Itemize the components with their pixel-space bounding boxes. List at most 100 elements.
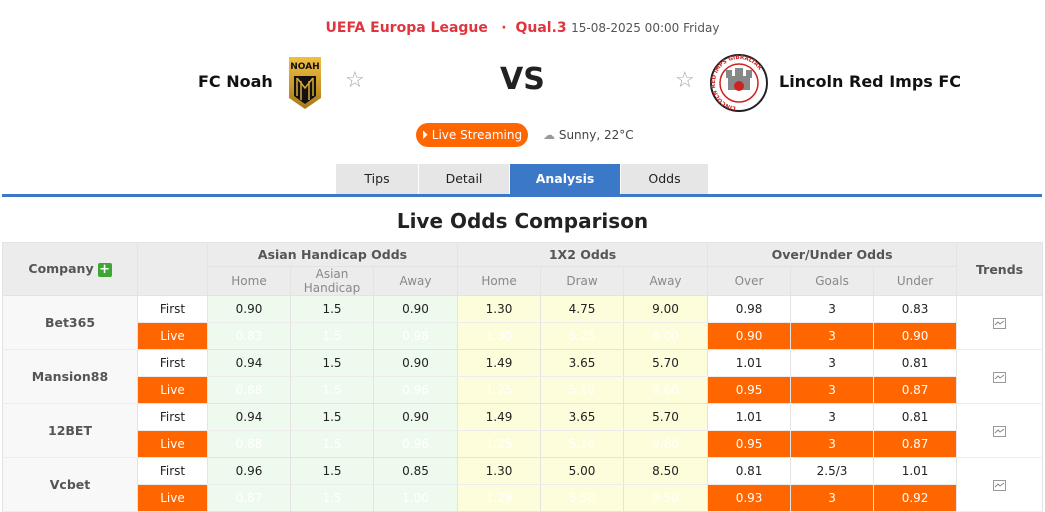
odds-cell: 5.10: [540, 376, 625, 404]
odds-cell: 0.96: [372, 430, 459, 458]
subheader-away: Away: [372, 266, 459, 296]
1x2-header: 1X2 Odds: [457, 242, 709, 267]
tab-analysis[interactable]: Analysis: [510, 164, 620, 194]
odds-cell: 0.98: [372, 322, 459, 350]
subheader-home: Home: [457, 266, 542, 296]
odds-cell: 1.5: [290, 295, 374, 323]
home-team-name[interactable]: FC Noah: [198, 72, 273, 91]
trends-cell[interactable]: [956, 403, 1044, 458]
odds-cell: 0.83: [207, 322, 291, 350]
match-datetime: 15-08-2025 00:00 Friday: [571, 21, 720, 35]
trend-chart-icon[interactable]: [993, 479, 1007, 491]
trends-cell[interactable]: [956, 457, 1044, 512]
vs-label: VS: [500, 62, 545, 97]
home-team-logo: NOAH: [288, 56, 322, 113]
trend-chart-icon[interactable]: [993, 371, 1007, 383]
odds-cell: 1.30: [457, 322, 542, 350]
trend-chart-icon[interactable]: [993, 317, 1007, 329]
odds-cell: 0.95: [707, 376, 792, 404]
odds-cell: 1.5: [290, 322, 374, 350]
odds-type: Live: [137, 484, 208, 512]
odds-cell: 0.95: [707, 430, 792, 458]
table-row: Live 0.83 1.5 0.98 1.30 5.25 8.00 0.90 3 0.90: [2, 322, 1043, 350]
odds-cell: 1.30: [457, 457, 542, 485]
odds-cell: 1.5: [290, 349, 374, 377]
subheader-draw: Draw: [540, 266, 625, 296]
odds-cell: 0.98: [707, 295, 792, 323]
tab-tips[interactable]: Tips: [336, 164, 418, 194]
company-name[interactable]: Bet365: [2, 295, 138, 350]
company-name[interactable]: Mansion88: [2, 349, 138, 404]
favorite-home-star-icon[interactable]: ☆: [345, 68, 365, 93]
live-streaming-button[interactable]: ⏵ Live Streaming: [416, 123, 528, 147]
odds-cell: 1.25: [457, 376, 542, 404]
play-icon: ⏵: [421, 128, 428, 142]
odds-cell: 1.49: [457, 349, 542, 377]
odds-cell: 0.81: [707, 457, 792, 485]
odds-cell: 0.87: [873, 376, 958, 404]
match-league-line: UEFA Europa League · Qual.3 15-08-2025 0…: [0, 20, 1045, 36]
odds-cell: 8.50: [623, 457, 709, 485]
favorite-away-star-icon[interactable]: ☆: [675, 68, 695, 93]
trend-chart-icon[interactable]: [993, 425, 1007, 437]
company-label: Company: [28, 261, 94, 277]
table-row: Live 0.88 1.5 0.96 1.25 5.10 9.60 0.95 3 0.87: [2, 376, 1043, 404]
odds-cell: 3.65: [540, 403, 625, 431]
away-team-logo: LINCOLN RED IMPS GIBRALTAR: [709, 53, 769, 116]
table-row: Live 0.87 1.5 1.00 1.29 5.50 9.50 0.93 3 0.92: [2, 484, 1043, 512]
odds-cell: 0.90: [873, 322, 958, 350]
tab-odds[interactable]: Odds: [621, 164, 708, 194]
odds-type: First: [137, 403, 208, 431]
company-name[interactable]: 12BET: [2, 403, 138, 458]
weather-cloud-sun-icon: ☁: [543, 128, 555, 142]
odds-cell: 3.65: [540, 349, 625, 377]
away-team-name[interactable]: Lincoln Red Imps FC: [779, 72, 962, 91]
trends-header: Trends: [956, 242, 1044, 296]
subheader-home: Home: [207, 266, 291, 296]
odds-cell: 1.5: [290, 403, 374, 431]
table-row: Live 0.88 1.5 0.96 1.25 5.10 9.60 0.95 3 0.87: [2, 430, 1043, 458]
odds-cell: 8.00: [623, 322, 709, 350]
odds-cell: 3: [790, 403, 875, 431]
odds-cell: 0.94: [207, 403, 291, 431]
type-header: [137, 242, 208, 296]
odds-cell: 5.25: [540, 322, 625, 350]
odds-cell: 3: [790, 322, 875, 350]
odds-cell: 0.81: [873, 403, 958, 431]
odds-cell: 0.93: [707, 484, 792, 512]
odds-cell: 3: [790, 376, 875, 404]
round: Qual.3: [515, 20, 567, 36]
odds-type: Live: [137, 376, 208, 404]
tab-bar-divider: [2, 194, 1042, 197]
odds-cell: 2.5/3: [790, 457, 875, 485]
company-name[interactable]: Vcbet: [2, 457, 138, 512]
odds-cell: 0.94: [207, 349, 291, 377]
odds-cell: 0.88: [207, 376, 291, 404]
odds-cell: 0.92: [873, 484, 958, 512]
separator: ·: [501, 20, 507, 36]
live-streaming-label: Live Streaming: [431, 128, 523, 142]
odds-cell: 0.90: [372, 295, 459, 323]
odds-cell: 5.70: [623, 349, 709, 377]
odds-cell: 1.01: [707, 349, 792, 377]
odds-cell: 0.83: [873, 295, 958, 323]
subheader-under: Under: [873, 266, 958, 296]
odds-type: Live: [137, 322, 208, 350]
add-company-plus-icon[interactable]: +: [97, 261, 112, 277]
odds-cell: 5.70: [623, 403, 709, 431]
odds-cell: 0.87: [873, 430, 958, 458]
trends-cell[interactable]: [956, 295, 1044, 350]
trends-cell[interactable]: [956, 349, 1044, 404]
odds-type: First: [137, 457, 208, 485]
odds-cell: 1.29: [457, 484, 542, 512]
subheader-goals: Goals: [790, 266, 875, 296]
odds-cell: 3: [790, 484, 875, 512]
table-row: 12BET First 0.94 1.5 0.90 1.49 3.65 5.70 1.01 3 0.…: [2, 403, 1044, 458]
odds-cell: 3: [790, 349, 875, 377]
league-name[interactable]: UEFA Europa League: [325, 20, 488, 36]
odds-cell: 1.01: [707, 403, 792, 431]
weather-text: Sunny, 22°C: [558, 128, 634, 142]
tab-detail[interactable]: Detail: [419, 164, 509, 194]
odds-cell: 5.50: [540, 484, 625, 512]
odds-cell: 5.10: [540, 430, 625, 458]
